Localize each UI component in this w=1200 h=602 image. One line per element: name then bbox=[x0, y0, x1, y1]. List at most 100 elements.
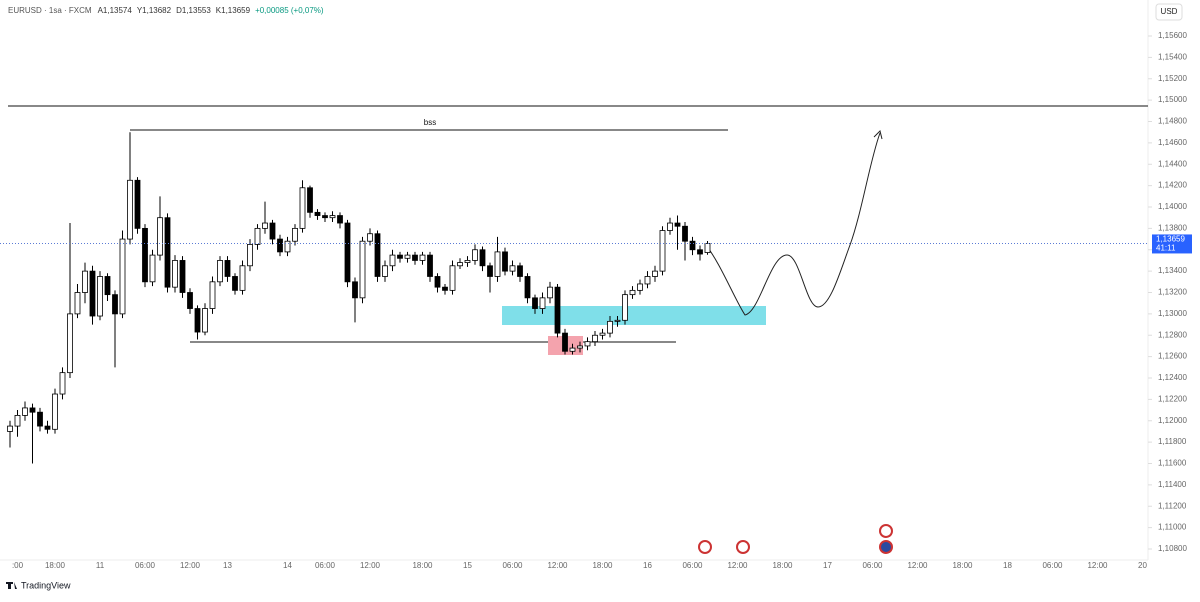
candle-body bbox=[374, 233, 381, 277]
y-tick-label: 1,12800 bbox=[1158, 330, 1187, 339]
projection-path bbox=[704, 132, 881, 316]
candle-body bbox=[89, 270, 96, 317]
candle-body bbox=[187, 292, 193, 309]
x-tick-label: 11 bbox=[96, 561, 105, 570]
y-tick-label: 1,15000 bbox=[1158, 95, 1187, 104]
ohlc-value: +0,00085 (+0,07%) bbox=[255, 6, 324, 15]
y-tick-label: 1,11200 bbox=[1158, 501, 1187, 510]
x-tick-label: 06:00 bbox=[315, 561, 336, 570]
x-tick-label: 12:00 bbox=[547, 561, 568, 570]
candle-body bbox=[29, 407, 36, 413]
y-tick-label: 1,12200 bbox=[1158, 394, 1187, 403]
candle-body bbox=[674, 222, 681, 227]
candle-body bbox=[284, 240, 291, 253]
candle-body bbox=[599, 332, 606, 336]
candle-body bbox=[547, 286, 553, 299]
brand: TradingView bbox=[6, 580, 71, 590]
event-icons bbox=[698, 524, 893, 554]
x-tick-label: 18:00 bbox=[772, 561, 793, 570]
x-tick-label: 06:00 bbox=[135, 561, 156, 570]
candle-body bbox=[584, 341, 591, 347]
candle-body bbox=[277, 238, 283, 253]
ohlc-value: D1,13553 bbox=[176, 6, 211, 15]
candle-body bbox=[22, 407, 28, 416]
event-icon[interactable] bbox=[879, 540, 893, 554]
y-tick-label: 1,12600 bbox=[1158, 352, 1187, 361]
candle-body bbox=[622, 294, 628, 321]
candle-body bbox=[509, 265, 516, 272]
candle-body bbox=[404, 254, 411, 259]
candle-body bbox=[82, 270, 88, 293]
candle-body bbox=[97, 276, 103, 317]
candle-body bbox=[442, 286, 448, 291]
candle-body bbox=[14, 415, 21, 427]
y-tick-label: 1,12400 bbox=[1158, 373, 1187, 382]
candle-body bbox=[659, 230, 666, 272]
x-tick-label: 15 bbox=[463, 561, 472, 570]
x-tick-label: 13 bbox=[223, 561, 232, 570]
candle-body bbox=[67, 313, 73, 374]
x-tick-label: 18:00 bbox=[412, 561, 433, 570]
x-tick-label: 06:00 bbox=[862, 561, 883, 570]
candle-body bbox=[134, 179, 141, 229]
candle-body bbox=[577, 345, 583, 349]
candle-body bbox=[592, 334, 598, 343]
candle-body bbox=[52, 393, 58, 430]
candle-body bbox=[299, 187, 306, 229]
x-tick-label: 17 bbox=[823, 561, 832, 570]
candle-body bbox=[352, 281, 358, 299]
candle-body bbox=[397, 254, 403, 259]
candle-body bbox=[74, 292, 81, 315]
candle-body bbox=[419, 254, 426, 261]
y-tick-label: 1,15400 bbox=[1158, 52, 1187, 61]
candle-body bbox=[644, 276, 651, 285]
y-tick-label: 1,11800 bbox=[1158, 437, 1187, 446]
candle-body bbox=[307, 187, 313, 213]
candle-body bbox=[487, 265, 493, 277]
y-tick-label: 1,11000 bbox=[1158, 523, 1187, 532]
y-tick-label: 1,12000 bbox=[1158, 416, 1187, 425]
candle-body bbox=[464, 260, 471, 263]
candle-body bbox=[209, 281, 216, 309]
event-icon[interactable] bbox=[879, 524, 893, 538]
candle-body bbox=[562, 332, 568, 352]
candle-body bbox=[652, 270, 658, 277]
ohlc-legend: A1,13574 Y1,13682 D1,13553 K1,13659 +0,00085… bbox=[98, 6, 324, 15]
event-icon[interactable] bbox=[698, 540, 712, 554]
candle-body bbox=[157, 217, 163, 256]
candle-body bbox=[382, 265, 388, 277]
candle-body bbox=[479, 249, 486, 267]
candle-body bbox=[149, 254, 156, 283]
candle-body bbox=[344, 222, 351, 283]
ohlc-value: K1,13659 bbox=[216, 6, 251, 15]
y-tick-label: 1,14400 bbox=[1158, 159, 1187, 168]
x-tick-label: 06:00 bbox=[682, 561, 703, 570]
candle-body bbox=[142, 227, 148, 283]
candle-body bbox=[629, 289, 636, 296]
currency-button[interactable] bbox=[1155, 3, 1183, 21]
bss-label: bss bbox=[424, 118, 436, 127]
candle-body bbox=[569, 347, 576, 352]
x-tick-label: 06:00 bbox=[1042, 561, 1063, 570]
candle-body bbox=[202, 308, 208, 333]
y-tick-label: 1,14200 bbox=[1158, 181, 1187, 190]
candle-body bbox=[532, 297, 538, 309]
y-tick-label: 1,14000 bbox=[1158, 202, 1187, 211]
candle-body bbox=[269, 222, 276, 240]
candle-body bbox=[337, 215, 343, 224]
candle-body bbox=[457, 262, 463, 267]
x-tick-label: 18:00 bbox=[592, 561, 613, 570]
candle-body bbox=[179, 260, 186, 293]
candle-body bbox=[682, 225, 688, 242]
x-tick-label: 12:00 bbox=[1087, 561, 1108, 570]
ohlc-value: A1,13574 bbox=[98, 6, 133, 15]
x-tick-label: 12:00 bbox=[727, 561, 748, 570]
candle-body bbox=[704, 243, 711, 253]
candle-body bbox=[232, 276, 238, 291]
y-tick-label: 1,11600 bbox=[1158, 459, 1187, 468]
candle-body bbox=[554, 286, 561, 334]
event-icon[interactable] bbox=[736, 540, 750, 554]
candle-body bbox=[292, 227, 298, 242]
y-tick-label: 1,15600 bbox=[1158, 31, 1187, 40]
